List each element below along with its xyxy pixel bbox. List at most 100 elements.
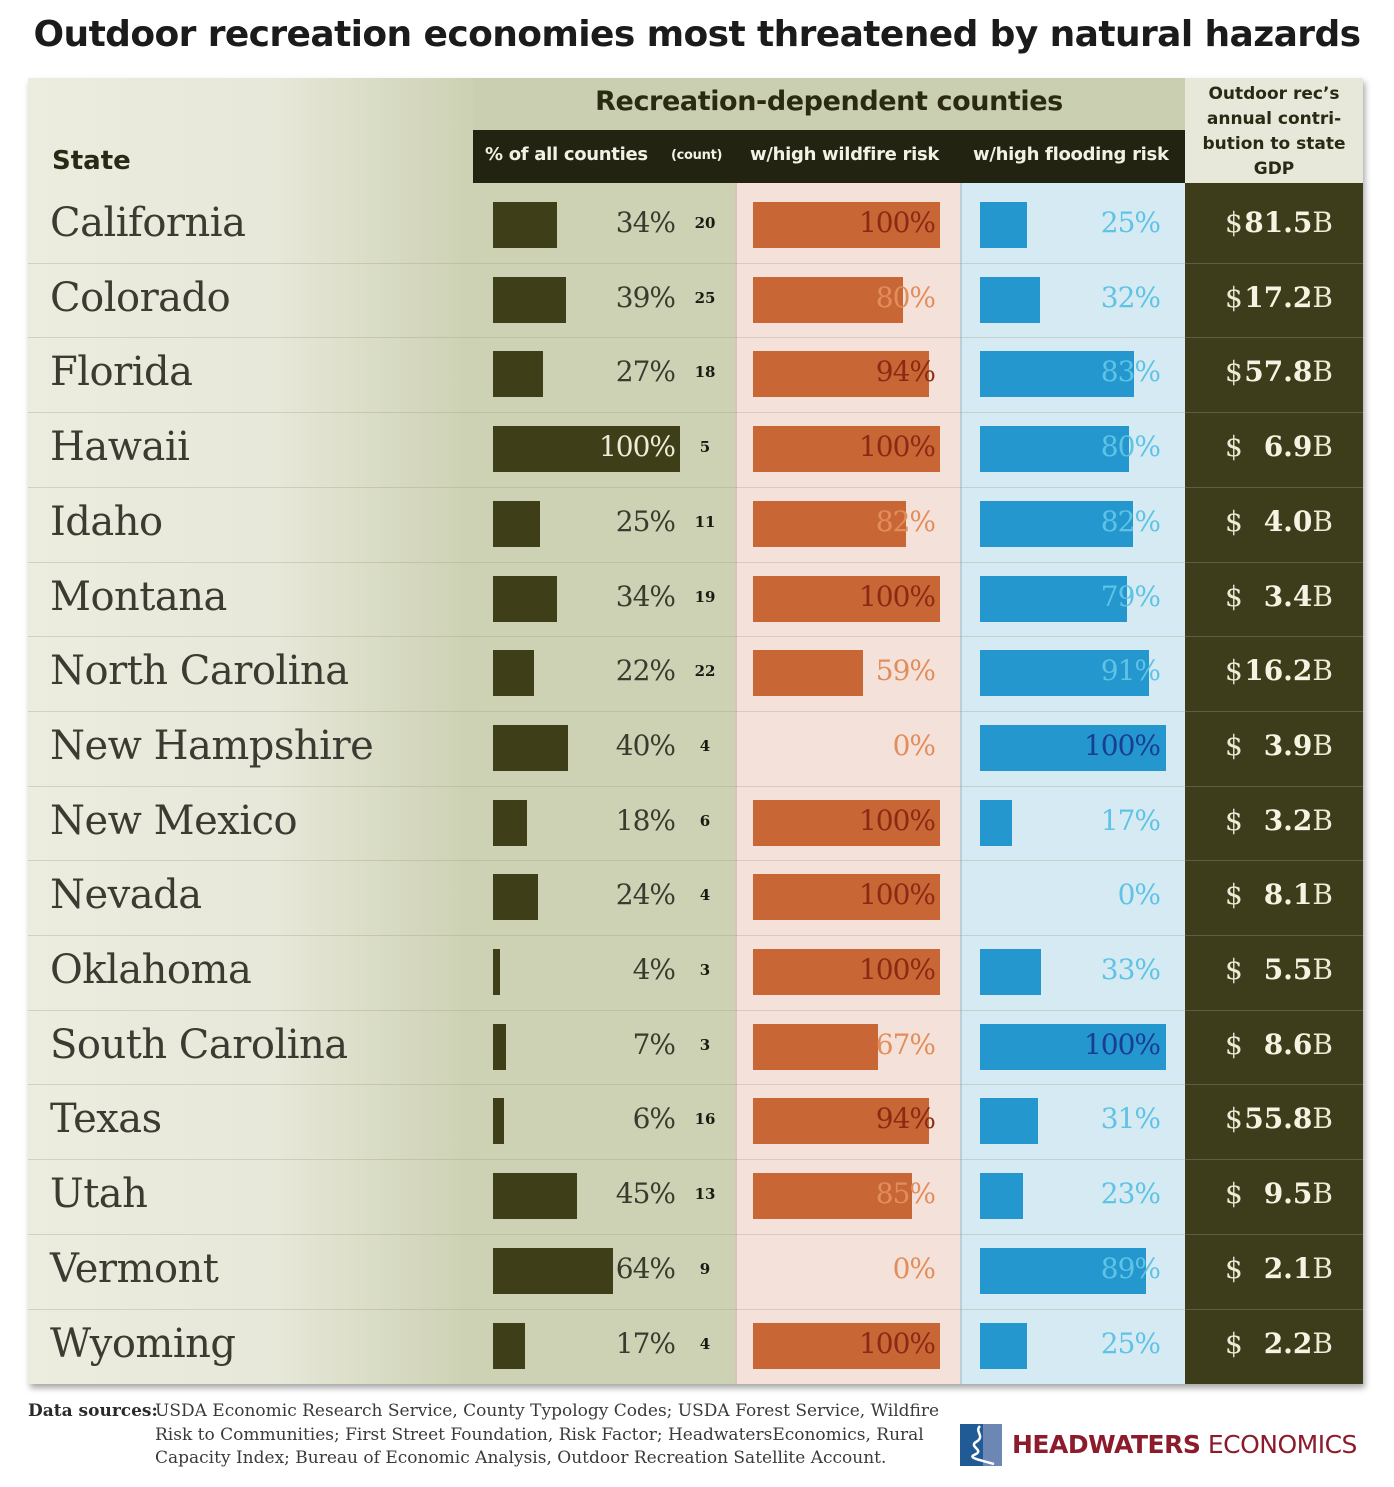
- wildfire-value: 80%: [875, 280, 936, 314]
- flood-bar: [980, 1247, 1146, 1294]
- state-name: North Carolina: [50, 648, 349, 695]
- flood-value: 79%: [1100, 579, 1161, 613]
- flood-bar: [980, 426, 1129, 473]
- gdp-number: 17.2: [1244, 280, 1313, 314]
- county-count: 4: [699, 886, 711, 905]
- county-count: 4: [699, 736, 711, 755]
- pct-bar: [493, 500, 540, 547]
- county-count: 3: [699, 961, 711, 979]
- gdp-number: 55.8: [1244, 1102, 1313, 1136]
- table-row: Vermont 64% 9 0% 89% $2.1B: [28, 1233, 1363, 1309]
- gdp-column-bg: [1185, 183, 1363, 1384]
- dollar-sign: $: [1225, 1177, 1243, 1211]
- flood-value: 32%: [1100, 280, 1161, 314]
- state-column-bg: [28, 78, 473, 1384]
- pct-value: 64%: [615, 1251, 676, 1285]
- gdp-amount: 2.1B: [1263, 1251, 1333, 1285]
- subheader-bar: % of all counties (count) w/high wildfir…: [473, 130, 1185, 183]
- count-header: (count): [671, 148, 723, 163]
- row-divider: [28, 1233, 1363, 1235]
- flood-value: 83%: [1100, 355, 1161, 389]
- gdp-number: 4.0: [1263, 504, 1313, 538]
- state-name: Nevada: [50, 872, 202, 919]
- row-divider: [28, 262, 1363, 264]
- wildfire-bar: [753, 426, 940, 473]
- dollar-sign: $: [1225, 504, 1243, 538]
- gdp-number: 81.5: [1244, 206, 1313, 239]
- wildfire-bar: [753, 1322, 940, 1369]
- wildfire-bar: [753, 650, 864, 697]
- pct-bar: [493, 1322, 525, 1369]
- row-divider: [28, 337, 1363, 339]
- flood-bar: [980, 1023, 1166, 1070]
- state-name: Wyoming: [50, 1320, 236, 1367]
- flood-value: 23%: [1100, 1177, 1161, 1211]
- gdp-header-label: Outdoor rec’s annual contri- bution to s…: [1202, 84, 1346, 179]
- wildfire-value: 94%: [875, 355, 936, 389]
- flood-value: 31%: [1100, 1102, 1161, 1136]
- wildfire-value: 100%: [858, 953, 936, 986]
- county-count: 20: [694, 214, 716, 232]
- pct-value: 100%: [598, 430, 676, 464]
- wildfire-bar: [753, 1173, 912, 1220]
- county-count: 11: [694, 512, 716, 531]
- flood-value: 100%: [1083, 1027, 1161, 1061]
- flood-value: 100%: [1083, 728, 1161, 762]
- pct-bar: [493, 351, 544, 398]
- chart-title: Outdoor recreation economies most threat…: [33, 14, 1362, 55]
- row-divider: [28, 860, 1363, 862]
- dollar-sign: $: [1225, 803, 1243, 837]
- wildfire-value: 100%: [858, 430, 936, 464]
- gdp-number: 57.8: [1244, 355, 1313, 389]
- pct-value: 45%: [615, 1177, 676, 1211]
- pct-value: 27%: [615, 355, 676, 389]
- dollar-sign: $: [1225, 1102, 1243, 1136]
- pct-bar: [493, 1247, 613, 1294]
- dollar-sign: $: [1225, 280, 1243, 314]
- gdp-number: 3.2: [1263, 803, 1313, 837]
- state-name: South Carolina: [50, 1021, 348, 1068]
- dollar-sign: $: [1225, 1326, 1243, 1360]
- state-name: Florida: [50, 349, 193, 396]
- pct-bar: [493, 1173, 578, 1220]
- gdp-amount: 17.2B: [1244, 280, 1333, 314]
- table-row: Utah 45% 13 85% 23% $9.5B: [28, 1159, 1363, 1234]
- pct-bar: [493, 1023, 507, 1070]
- table-row: New Mexico 18% 6 100% 17% $3.2B: [28, 785, 1363, 861]
- gdp-amount: 4.0B: [1263, 504, 1333, 538]
- flood-bar: [980, 650, 1150, 697]
- flood-bar: [980, 500, 1133, 547]
- flood-value: 80%: [1100, 430, 1161, 464]
- wildfire-header: w/high wildfire risk: [750, 144, 940, 165]
- pct-value: 17%: [615, 1326, 676, 1360]
- county-count: 16: [694, 1110, 716, 1129]
- county-count: 5: [699, 438, 711, 457]
- dollar-sign: $: [1225, 1027, 1243, 1061]
- table-row: Nevada 24% 4 100% 0% $8.1B: [28, 860, 1363, 935]
- data-sources-text: USDA Economic Research Service, County T…: [155, 1401, 940, 1468]
- flood-bar: [980, 1322, 1027, 1369]
- pct-value: 6%: [632, 1102, 676, 1136]
- pct-bar: [493, 799, 527, 846]
- pct-bar: [493, 724, 568, 771]
- state-name: Texas: [50, 1096, 162, 1143]
- flood-value: 25%: [1100, 206, 1161, 239]
- gdp-amount: 3.2B: [1263, 803, 1333, 837]
- row-divider: [28, 785, 1363, 787]
- table-row: Wyoming 17% 4 100% 25% $2.2B: [28, 1308, 1363, 1384]
- row-divider: [28, 1159, 1363, 1161]
- county-count: 4: [699, 1334, 711, 1353]
- flood-value: 25%: [1100, 1326, 1161, 1360]
- table-row: Florida 27% 18 94% 83% $57.8B: [28, 337, 1363, 412]
- pct-value: 7%: [632, 1027, 676, 1061]
- state-name: Utah: [50, 1171, 148, 1218]
- pct-value: 39%: [615, 280, 676, 314]
- gdp-amount: 3.9B: [1263, 728, 1333, 762]
- wildfire-value: 94%: [875, 1102, 936, 1136]
- data-sources-label: Data sources:: [28, 1401, 158, 1421]
- pct-value: 4%: [632, 953, 676, 986]
- flood-bar: [980, 575, 1127, 622]
- wildfire-bar: [753, 500, 907, 547]
- gdp-number: 8.1: [1263, 878, 1313, 912]
- pct-bar: [493, 276, 566, 323]
